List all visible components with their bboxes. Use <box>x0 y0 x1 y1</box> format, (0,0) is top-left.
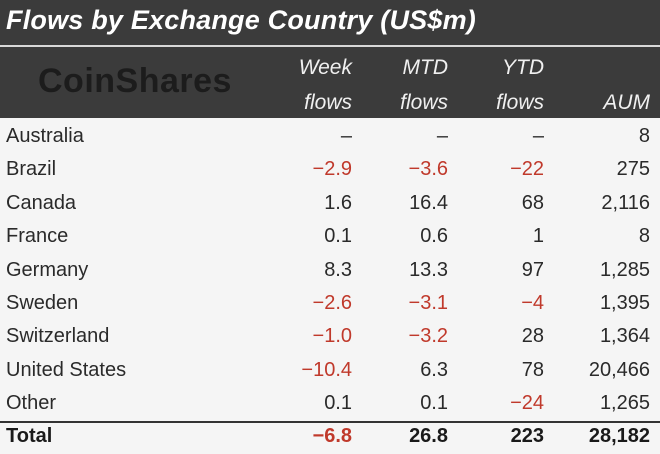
coinshares-logo: CoinShares <box>38 62 232 100</box>
mtd-cell: −3.6 <box>408 158 448 181</box>
week-cell: 0.1 <box>324 392 352 415</box>
mtd-cell: 16.4 <box>409 191 448 214</box>
week-cell: 8.3 <box>324 258 352 281</box>
week-cell: −1.0 <box>312 325 352 348</box>
country-cell: Switzerland <box>6 325 110 348</box>
country-cell: Sweden <box>6 292 79 314</box>
mtd-cell: 26.8 <box>409 425 448 447</box>
title-divider <box>0 45 660 47</box>
aum-cell: 8 <box>638 225 650 248</box>
total-divider <box>0 421 660 423</box>
mtd-cell: 6.3 <box>420 358 448 381</box>
table-row: Australia – – – 8 <box>0 120 660 153</box>
mtd-cell: −3.2 <box>408 325 448 348</box>
country-cell: France <box>6 225 69 248</box>
country-cell: Germany <box>6 258 89 281</box>
col-ytd-line2: flows <box>496 91 544 114</box>
col-aum-line2: AUM <box>603 91 650 114</box>
table-title: Flows by Exchange Country (US$m) <box>6 5 476 35</box>
week-cell: 1.6 <box>324 191 352 214</box>
mtd-cell: 0.1 <box>420 392 448 415</box>
ytd-cell: 223 <box>510 425 544 447</box>
aum-cell: 28,182 <box>588 425 650 447</box>
ytd-cell: −4 <box>521 292 544 314</box>
aum-cell: 1,265 <box>599 392 650 415</box>
mtd-cell: 13.3 <box>409 258 448 281</box>
ytd-cell: 68 <box>521 191 544 214</box>
week-cell: −2.9 <box>312 158 352 181</box>
country-cell: Other <box>6 392 57 415</box>
week-cell: – <box>340 125 352 147</box>
ytd-cell: −22 <box>510 158 544 181</box>
ytd-cell: 78 <box>521 358 544 381</box>
table-row: Germany 8.3 13.3 97 1,285 <box>0 254 660 287</box>
mtd-cell: −3.1 <box>408 292 448 314</box>
aum-cell: 1,395 <box>599 292 650 314</box>
ytd-cell: – <box>532 125 544 147</box>
week-cell: −6.8 <box>312 425 352 447</box>
table-header: Flows by Exchange Country (US$m) CoinSha… <box>0 0 660 118</box>
country-cell: Total <box>6 425 53 447</box>
ytd-cell: 97 <box>521 258 544 281</box>
table-body <box>0 118 660 454</box>
col-week-line1: Week <box>298 56 352 79</box>
week-cell: 0.1 <box>324 225 352 248</box>
country-cell: Canada <box>6 191 77 214</box>
aum-cell: 2,116 <box>601 191 650 214</box>
ytd-cell: 28 <box>521 325 544 348</box>
week-cell: −2.6 <box>312 292 352 314</box>
col-ytd-line1: YTD <box>502 56 544 79</box>
aum-cell: 20,466 <box>588 358 650 381</box>
col-week-line2: flows <box>304 91 352 114</box>
table-row: Switzerland −1.0 −3.2 28 1,364 <box>0 320 660 353</box>
table-row: Sweden −2.6 −3.1 −4 1,395 <box>0 287 660 320</box>
col-mtd-line1: MTD <box>402 56 449 79</box>
country-cell: Australia <box>6 125 84 147</box>
col-mtd-line2: flows <box>400 91 448 114</box>
aum-cell: 1,364 <box>599 325 650 348</box>
table-row: United States −10.4 6.3 78 20,466 <box>0 354 660 387</box>
aum-cell: 275 <box>616 158 650 181</box>
aum-cell: 1,285 <box>599 258 650 281</box>
country-cell: United States <box>6 358 127 381</box>
table-row: France 0.1 0.6 1 8 <box>0 220 660 253</box>
country-cell: Brazil <box>6 158 57 181</box>
aum-cell: 8 <box>638 125 650 147</box>
table-row: Canada 1.6 16.4 68 2,116 <box>0 187 660 220</box>
mtd-cell: – <box>436 125 448 147</box>
table-row: Other 0.1 0.1 −24 1,265 <box>0 387 660 420</box>
ytd-cell: −24 <box>510 392 544 415</box>
week-cell: −10.4 <box>301 358 352 381</box>
mtd-cell: 0.6 <box>420 225 448 248</box>
total-row: Total −6.8 26.8 223 28,182 <box>0 420 660 453</box>
table-row: Brazil −2.9 −3.6 −22 275 <box>0 153 660 186</box>
ytd-cell: 1 <box>532 225 544 248</box>
